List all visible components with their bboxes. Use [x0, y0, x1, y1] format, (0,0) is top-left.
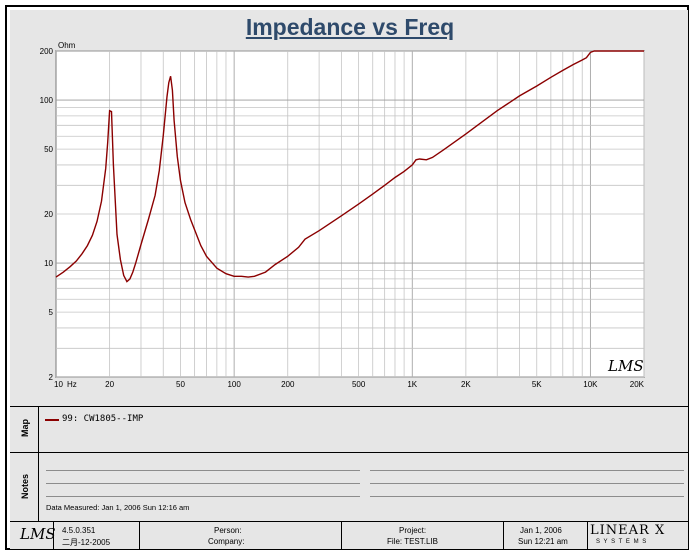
x-tick-label: 2K	[461, 380, 471, 389]
chart-title: Impedance vs Freq	[245, 14, 455, 40]
y-axis-ticks: 200 100 50 20 10 5 2	[40, 47, 54, 382]
y-axis-label: Ohm	[58, 41, 76, 50]
chart-logo: LMS	[607, 357, 644, 375]
footer-person: Person:	[214, 526, 242, 535]
notes-line	[370, 470, 684, 471]
x-tick-label: 10K	[583, 380, 598, 389]
y-tick-label: 100	[40, 96, 54, 105]
impedance-curve	[55, 50, 644, 283]
footer-logo: LMS	[20, 525, 56, 543]
y-tick-label: 200	[40, 47, 54, 56]
y-tick-label: 20	[44, 210, 53, 219]
notes-line	[370, 483, 684, 484]
notes-line	[46, 483, 360, 484]
x-tick-label: 10	[54, 380, 63, 389]
footer-version: 4.5.0.351	[62, 526, 96, 535]
x-tick-label: 100	[227, 380, 241, 389]
x-tick-label: 50	[176, 380, 185, 389]
notes-line	[46, 470, 360, 471]
map-separator	[38, 407, 39, 453]
notes-label: Notes	[20, 474, 30, 500]
notes-line	[370, 496, 684, 497]
footer-version-date: 二月-12-2005	[62, 538, 111, 547]
footer-person-cell	[140, 522, 342, 549]
x-tick-label: 5K	[532, 380, 542, 389]
x-axis-ticks: 10 20 50 100 200 500 1K 2K 5K 10K 20K	[54, 380, 645, 389]
notes-separator	[38, 453, 39, 522]
footer-date: Jan 1, 2006	[520, 526, 562, 535]
x-tick-label: 1K	[407, 380, 417, 389]
footer-time: Sun 12:21 am	[518, 537, 568, 546]
footer-logo-cell	[10, 522, 54, 549]
y-tick-label: 10	[44, 259, 53, 268]
x-tick-label: 200	[281, 380, 295, 389]
legend-entry: 99: CW1805--IMP	[62, 414, 144, 424]
y-tick-label: 5	[49, 308, 54, 317]
y-tick-label: 2	[49, 373, 54, 382]
footer-project-cell	[342, 522, 504, 549]
outer-frame	[5, 5, 689, 550]
notes-line	[46, 496, 360, 497]
map-band	[10, 406, 688, 453]
footer-date-cell	[504, 522, 588, 549]
impedance-chart: 200 100 50 20 10 5 2 10 20 50 100 200 500 1K 2K 5K 10K 2…	[40, 41, 645, 389]
grid	[55, 50, 645, 378]
footer-company: Company:	[208, 537, 245, 546]
x-tick-label: 500	[352, 380, 366, 389]
notes-band	[10, 452, 688, 522]
footer-file: File: TEST.LIB	[387, 537, 438, 546]
x-axis-unit: Hz	[67, 380, 77, 389]
y-tick-label: 50	[44, 145, 53, 154]
legend-swatch	[45, 419, 59, 421]
footer	[10, 521, 688, 549]
footer-brand: LINEAR X	[590, 523, 666, 538]
x-tick-label: 20	[105, 380, 114, 389]
footer-project: Project:	[399, 526, 427, 535]
x-tick-label: 20K	[630, 380, 645, 389]
footer-brand-sub: S Y S T E M S	[596, 539, 648, 545]
data-measured: Data Measured: Jan 1, 2006 Sun 12:16 am	[46, 503, 190, 512]
footer-version-cell	[54, 522, 140, 549]
map-label: Map	[20, 419, 30, 437]
